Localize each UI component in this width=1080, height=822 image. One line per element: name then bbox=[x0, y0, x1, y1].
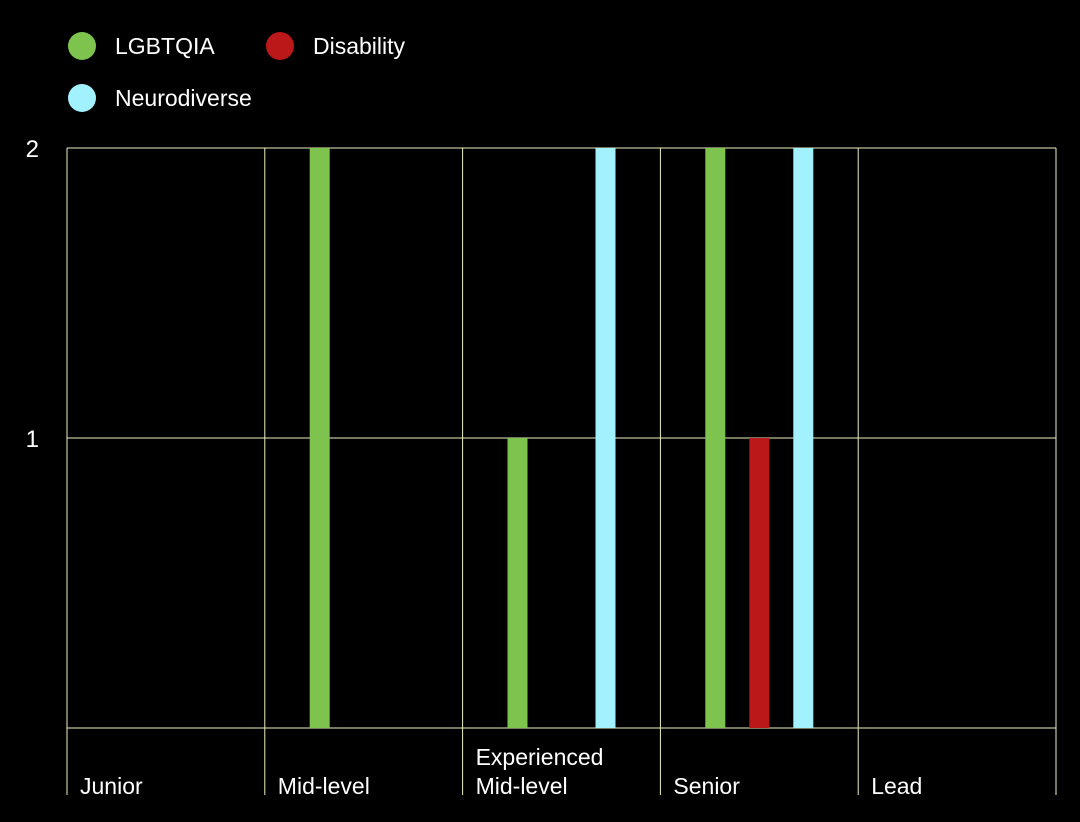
legend-label-lgbtqia: LGBTQIA bbox=[115, 33, 215, 59]
chart-bars bbox=[309, 148, 814, 728]
x-tick-label-2-1: Mid-level bbox=[476, 773, 568, 799]
y-tick-label-2: 2 bbox=[26, 136, 39, 163]
legend-item-neurodiverse: Neurodiverse bbox=[68, 82, 252, 114]
legend-label-disability: Disability bbox=[313, 33, 406, 59]
bar-lgbtqia-3 bbox=[705, 148, 726, 728]
bar-lgbtqia-1 bbox=[309, 148, 330, 728]
legend-item-lgbtqia: LGBTQIA bbox=[68, 30, 215, 62]
bar-neurodiverse-3 bbox=[793, 148, 814, 728]
legend-swatch-disability bbox=[266, 32, 294, 60]
bar-lgbtqia-2 bbox=[507, 438, 528, 728]
legend-swatch-lgbtqia bbox=[68, 32, 96, 60]
legend-item-disability: Disability bbox=[266, 30, 405, 62]
y-tick-label-1: 1 bbox=[26, 426, 39, 453]
x-tick-label-0-0: Junior bbox=[80, 773, 143, 799]
x-tick-label-1-0: Mid-level bbox=[278, 773, 370, 799]
bar-neurodiverse-2 bbox=[595, 148, 616, 728]
chart-labels: 1 2 Junior Mid-level Experienced Mid-level Sen… bbox=[26, 136, 923, 799]
chart-gridlines bbox=[66, 147, 1057, 795]
bar-disability-3 bbox=[749, 438, 770, 728]
x-tick-label-3-0: Senior bbox=[673, 773, 740, 799]
x-tick-label-4-0: Lead bbox=[871, 773, 922, 799]
x-tick-label-2-0: Experienced bbox=[476, 744, 604, 770]
legend-swatch-neurodiverse bbox=[68, 84, 96, 112]
legend-label-neurodiverse: Neurodiverse bbox=[115, 85, 252, 111]
